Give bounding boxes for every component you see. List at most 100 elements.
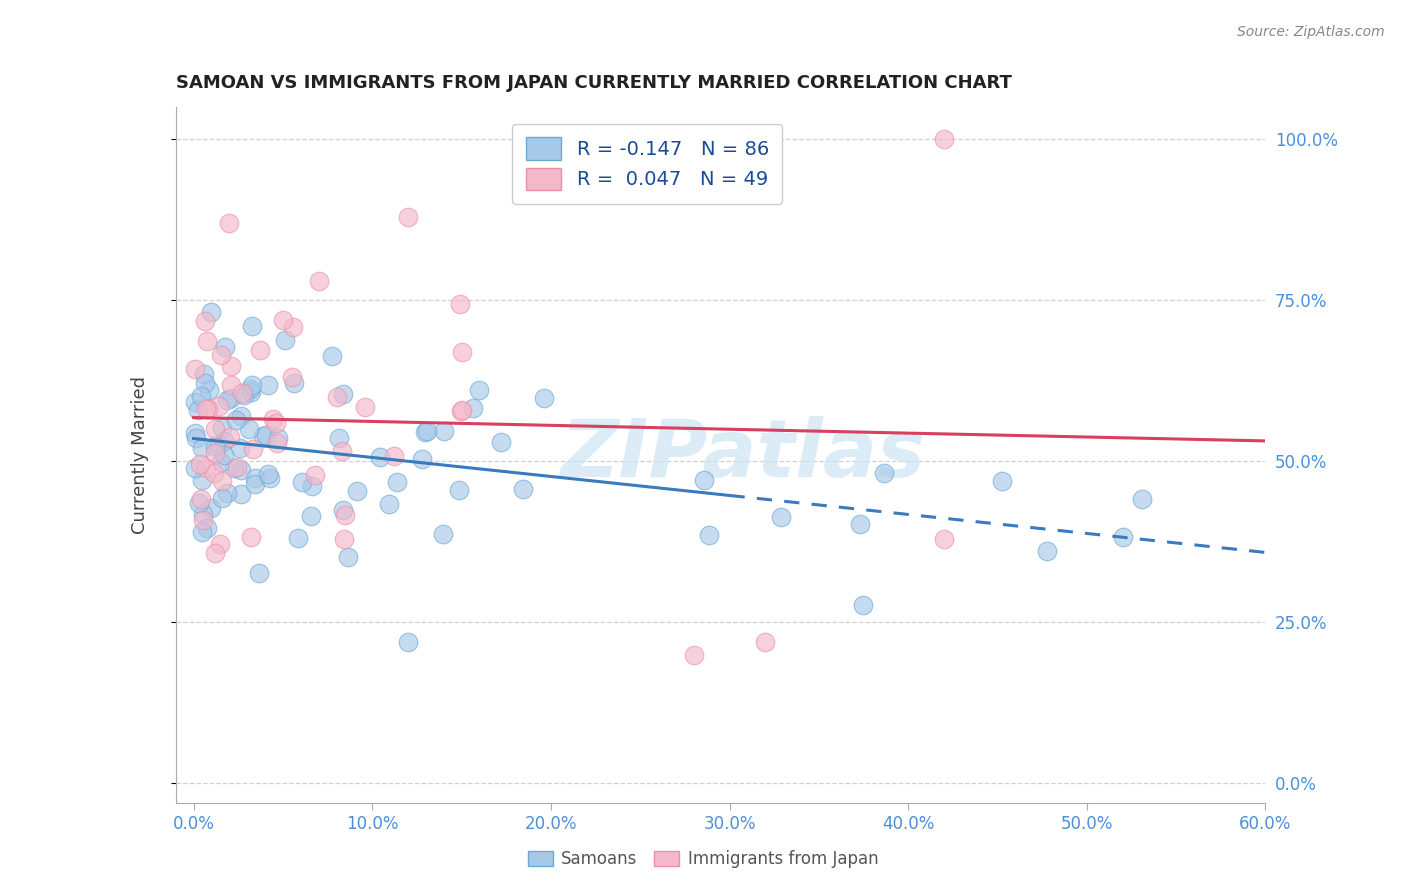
- Point: [328, 431, 350, 445]
- Point: [336, 549, 359, 564]
- Point: [209, 455, 232, 469]
- Point: [211, 474, 233, 488]
- Point: [281, 369, 304, 384]
- Point: [256, 467, 278, 482]
- Point: [264, 416, 287, 430]
- Point: [184, 431, 207, 445]
- Point: [188, 457, 211, 471]
- Point: [281, 320, 304, 334]
- Point: [191, 473, 214, 487]
- Point: [224, 461, 246, 475]
- Point: [533, 391, 555, 405]
- Point: [754, 634, 776, 648]
- Point: [194, 313, 217, 327]
- Point: [228, 441, 250, 455]
- Point: [697, 528, 720, 542]
- Point: [204, 439, 226, 453]
- Point: [1112, 530, 1135, 544]
- Point: [332, 386, 354, 401]
- Point: [769, 509, 792, 524]
- Point: [212, 448, 235, 462]
- Point: [932, 532, 955, 546]
- Point: [333, 532, 356, 546]
- Point: [274, 333, 297, 347]
- Point: [204, 446, 226, 460]
- Point: [396, 210, 419, 224]
- Point: [432, 526, 454, 541]
- Point: [326, 390, 349, 404]
- Point: [283, 376, 305, 390]
- Legend: R = -0.147   N = 86, R =  0.047   N = 49: R = -0.147 N = 86, R = 0.047 N = 49: [512, 124, 782, 203]
- Point: [411, 451, 433, 466]
- Point: [239, 382, 262, 396]
- Point: [200, 501, 222, 516]
- Point: [191, 507, 214, 521]
- Legend: Samoans, Immigrants from Japan: Samoans, Immigrants from Japan: [522, 844, 884, 875]
- Point: [450, 402, 472, 417]
- Point: [190, 389, 212, 403]
- Point: [190, 491, 212, 506]
- Point: [396, 634, 419, 648]
- Point: [873, 467, 896, 481]
- Point: [184, 425, 207, 440]
- Point: [240, 378, 263, 392]
- Point: [266, 435, 288, 450]
- Point: [932, 132, 955, 146]
- Point: [449, 297, 471, 311]
- Point: [200, 304, 222, 318]
- Point: [195, 401, 218, 416]
- Point: [242, 442, 264, 457]
- Text: Source: ZipAtlas.com: Source: ZipAtlas.com: [1237, 25, 1385, 39]
- Point: [238, 422, 260, 436]
- Point: [187, 496, 209, 510]
- Point: [193, 368, 215, 382]
- Point: [693, 473, 716, 487]
- Point: [259, 471, 281, 485]
- Point: [382, 450, 405, 464]
- Point: [195, 334, 218, 349]
- Point: [450, 344, 472, 359]
- Point: [202, 467, 225, 481]
- Point: [208, 399, 231, 413]
- Point: [254, 427, 277, 442]
- Point: [225, 412, 247, 426]
- Point: [214, 340, 236, 354]
- Point: [990, 475, 1012, 489]
- Point: [385, 475, 408, 489]
- Point: [184, 361, 207, 376]
- Point: [184, 395, 207, 409]
- Point: [377, 498, 399, 512]
- Point: [1035, 543, 1057, 558]
- Point: [450, 404, 472, 418]
- Point: [218, 430, 240, 444]
- Point: [449, 483, 471, 497]
- Point: [198, 383, 221, 397]
- Point: [240, 318, 263, 333]
- Point: [231, 386, 253, 401]
- Point: [489, 435, 512, 450]
- Point: [461, 401, 484, 416]
- Point: [195, 461, 218, 475]
- Point: [413, 425, 436, 439]
- Point: [184, 461, 207, 475]
- Point: [243, 477, 266, 491]
- Y-axis label: Currently Married: Currently Married: [131, 376, 149, 534]
- Point: [304, 468, 326, 483]
- Point: [291, 475, 314, 490]
- Point: [267, 432, 290, 446]
- Point: [212, 434, 235, 448]
- Point: [682, 648, 704, 662]
- Point: [271, 312, 294, 326]
- Point: [332, 443, 354, 458]
- Point: [191, 525, 214, 540]
- Point: [217, 393, 239, 408]
- Point: [204, 546, 226, 560]
- Point: [204, 422, 226, 436]
- Point: [353, 401, 375, 415]
- Point: [849, 516, 872, 531]
- Point: [233, 388, 256, 402]
- Point: [209, 348, 232, 362]
- Point: [416, 425, 439, 439]
- Point: [433, 424, 456, 438]
- Point: [208, 438, 231, 452]
